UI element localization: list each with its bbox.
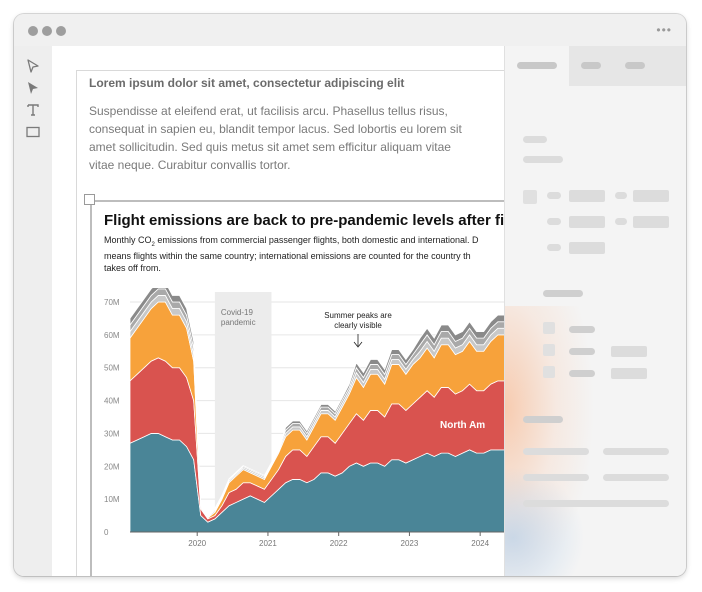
tool-rail (14, 46, 52, 576)
chart-figure[interactable]: Flight emissions are back to pre-pandemi… (90, 200, 504, 576)
panel-section-label (523, 416, 563, 423)
panel-glow-blue (505, 466, 585, 576)
select-arrow-outline-icon[interactable] (25, 58, 41, 74)
y-tick-label: 60M (104, 331, 120, 340)
panel-field-label (547, 218, 561, 225)
panel-row (523, 448, 589, 455)
text-tool-icon[interactable] (25, 102, 41, 118)
panel-label (523, 136, 547, 143)
panel-option-label (569, 326, 595, 333)
selection-handle[interactable] (84, 194, 95, 205)
direct-select-arrow-icon[interactable] (25, 80, 41, 96)
panel-checkbox[interactable] (543, 322, 555, 334)
panel-tab-3[interactable] (615, 46, 655, 86)
panel-field-label (615, 192, 627, 199)
panel-row (523, 500, 669, 507)
y-tick-label: 40M (104, 397, 120, 406)
y-tick-label: 10M (104, 495, 120, 504)
panel-row (603, 448, 669, 455)
x-tick-label: 2020 (188, 539, 206, 548)
panel-field[interactable] (611, 368, 647, 379)
panel-field[interactable] (611, 346, 647, 357)
panel-checkbox[interactable] (543, 366, 555, 378)
summer-annotation: clearly visible (334, 321, 382, 330)
document-body-text: Suspendisse at eleifend erat, ut facilis… (89, 104, 462, 172)
window-maximize-button[interactable] (56, 26, 66, 36)
panel-tab-2[interactable] (571, 46, 611, 86)
covid-annotation: pandemic (221, 318, 256, 327)
summer-annotation: Summer peaks are (324, 311, 392, 320)
emissions-area-chart: 0 10M 20M 30M 40M 50M 60M 70M 2020 2021 2022 2023 20… (104, 288, 504, 548)
y-tick-label: 70M (104, 298, 120, 307)
panel-field-label (547, 244, 561, 251)
panel-option-label (569, 348, 595, 355)
panel-field[interactable] (569, 190, 605, 202)
panel-field-label (615, 218, 627, 225)
properties-panel (504, 46, 686, 576)
y-tick-label: 20M (104, 462, 120, 471)
y-tick-label: 50M (104, 364, 120, 373)
title-bar: ••• (14, 14, 686, 46)
x-tick-label: 2021 (259, 539, 277, 548)
more-horizontal-icon[interactable]: ••• (656, 23, 672, 37)
panel-field[interactable] (569, 242, 605, 254)
document-canvas[interactable]: Lorem ipsum dolor sit amet, consectetur … (52, 46, 504, 576)
document-heading: Lorem ipsum dolor sit amet, consectetur … (89, 76, 405, 90)
annotation-arrowhead (353, 341, 363, 348)
window-close-button[interactable] (28, 26, 38, 36)
x-tick-label: 2024 (471, 539, 489, 548)
series-label-north-america: North Am (440, 420, 485, 431)
panel-field[interactable] (633, 216, 669, 228)
panel-option-label (569, 370, 595, 377)
panel-field[interactable] (569, 216, 605, 228)
panel-section-label (543, 290, 583, 297)
panel-checkbox[interactable] (543, 344, 555, 356)
app-window: ••• Lorem ipsum dolor sit amet, consecte… (14, 14, 686, 576)
x-tick-label: 2022 (330, 539, 348, 548)
covid-annotation: Covid-19 (221, 308, 254, 317)
window-minimize-button[interactable] (42, 26, 52, 36)
chart-title: Flight emissions are back to pre-pandemi… (104, 212, 504, 229)
panel-tab-bar (505, 46, 686, 86)
chart-subtitle: Monthly CO2 emissions from commercial pa… (104, 235, 479, 273)
panel-tab-1[interactable] (505, 46, 569, 86)
panel-field[interactable] (633, 190, 669, 202)
x-tick-label: 2023 (401, 539, 419, 548)
y-tick-label: 30M (104, 429, 120, 438)
panel-row (523, 474, 589, 481)
panel-label (523, 156, 563, 163)
y-tick-label: 0 (104, 528, 109, 537)
panel-swatch[interactable] (523, 190, 537, 204)
rectangle-tool-icon[interactable] (25, 124, 41, 140)
panel-row (603, 474, 669, 481)
series-area-5 (129, 288, 504, 517)
panel-field-label (547, 192, 561, 199)
